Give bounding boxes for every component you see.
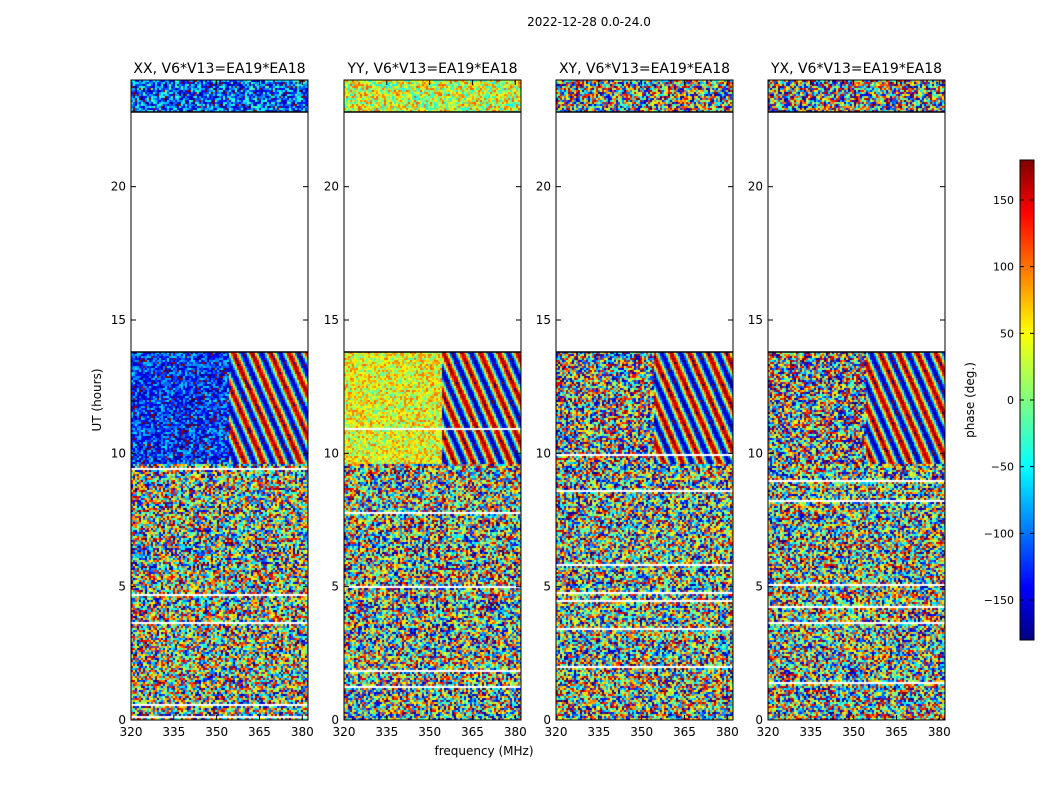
colorbar: 150 100 50 0 −50 −100 −150 phase (deg.) — [963, 159, 1035, 641]
colorbar-ticks: 150 100 50 0 −50 −100 −150 — [984, 194, 1034, 607]
panel-title: XY, V6*V13=EA19*EA18 — [559, 61, 730, 77]
x-tick-label: 335 — [375, 725, 398, 739]
y-tick-label: 10 — [748, 446, 763, 460]
colorbar-tick-label: −50 — [991, 461, 1014, 474]
panel-title: YY, V6*V13=EA19*EA18 — [346, 61, 517, 77]
x-tick-label: 350 — [842, 725, 865, 739]
x-tick-label: 365 — [461, 725, 484, 739]
colorbar-tick-label: −100 — [984, 527, 1014, 540]
y-tick-label: 15 — [111, 313, 126, 327]
y-tick-label: 20 — [536, 180, 551, 194]
colorbar-tick-label: 100 — [993, 261, 1014, 274]
x-tick-label: 380 — [504, 725, 527, 739]
x-tick-label: 335 — [162, 725, 185, 739]
heatmap-image-xy — [556, 80, 733, 720]
figure-suptitle: 2022-12-28 0.0-24.0 — [527, 15, 651, 29]
y-tick-label: 15 — [748, 313, 763, 327]
x-tick-label: 380 — [928, 725, 951, 739]
x-tick-label: 380 — [291, 725, 314, 739]
colorbar-tick-label: 50 — [1000, 327, 1014, 340]
colorbar-tick-label: 0 — [1007, 394, 1014, 407]
x-tick-label: 320 — [545, 725, 568, 739]
x-tick-label: 380 — [716, 725, 739, 739]
y-tick-label: 0 — [331, 713, 339, 727]
panel-yx: YX, V6*V13=EA19*EA18 320 335 350 365 380 0 5 10 1… — [748, 61, 951, 739]
heatmap-image-xx — [131, 80, 308, 720]
colorbar-tick-label: 150 — [993, 194, 1014, 207]
x-tick-label: 365 — [673, 725, 696, 739]
x-tick-label: 320 — [757, 725, 780, 739]
y-tick-label: 10 — [111, 446, 126, 460]
heatmap-image-yy — [344, 80, 521, 720]
y-tick-label: 20 — [111, 180, 126, 194]
y-tick-label: 5 — [755, 580, 763, 594]
panels-group: XX, V6*V13=EA19*EA18 320 335 350 365 380 0 5 10 1… — [111, 61, 951, 739]
y-tick-label: 10 — [536, 446, 551, 460]
x-tick-label: 350 — [205, 725, 228, 739]
y-tick-label: 5 — [118, 580, 126, 594]
y-axis-label: UT (hours) — [90, 368, 104, 431]
axes-frame — [555, 79, 734, 721]
heatmap-image-yx — [768, 80, 945, 720]
panel-yy: YY, V6*V13=EA19*EA18 320 335 350 365 380 0 5 10 1… — [324, 61, 527, 739]
panel-xy: XY, V6*V13=EA19*EA18 320 335 350 365 380 0 5 10 1… — [536, 61, 739, 739]
panel-title: XX, V6*V13=EA19*EA18 — [133, 61, 305, 77]
x-axis-label: frequency (MHz) — [434, 744, 533, 758]
x-tick-label: 335 — [587, 725, 610, 739]
y-tick-label: 0 — [543, 713, 551, 727]
x-tick-label: 365 — [248, 725, 271, 739]
y-tick-label: 10 — [324, 446, 339, 460]
y-tick-label: 5 — [331, 580, 339, 594]
y-tick-label: 15 — [324, 313, 339, 327]
x-tick-label: 320 — [333, 725, 356, 739]
axes-frame — [343, 79, 522, 721]
axes-frame — [767, 79, 946, 721]
y-tick-label: 5 — [543, 580, 551, 594]
x-tick-label: 350 — [630, 725, 653, 739]
panel-title: YX, V6*V13=EA19*EA18 — [770, 61, 942, 77]
y-tick-label: 20 — [748, 180, 763, 194]
colorbar-label: phase (deg.) — [963, 362, 977, 438]
x-tick-label: 365 — [885, 725, 908, 739]
colorbar-tick-label: −150 — [984, 594, 1014, 607]
y-tick-label: 0 — [755, 713, 763, 727]
x-tick-label: 335 — [799, 725, 822, 739]
axes-frame — [130, 79, 309, 721]
x-tick-label: 320 — [120, 725, 143, 739]
panel-xx: XX, V6*V13=EA19*EA18 320 335 350 365 380 0 5 10 1… — [111, 61, 314, 739]
x-tick-label: 350 — [418, 725, 441, 739]
y-tick-label: 20 — [324, 180, 339, 194]
y-tick-label: 15 — [536, 313, 551, 327]
y-tick-label: 0 — [118, 713, 126, 727]
